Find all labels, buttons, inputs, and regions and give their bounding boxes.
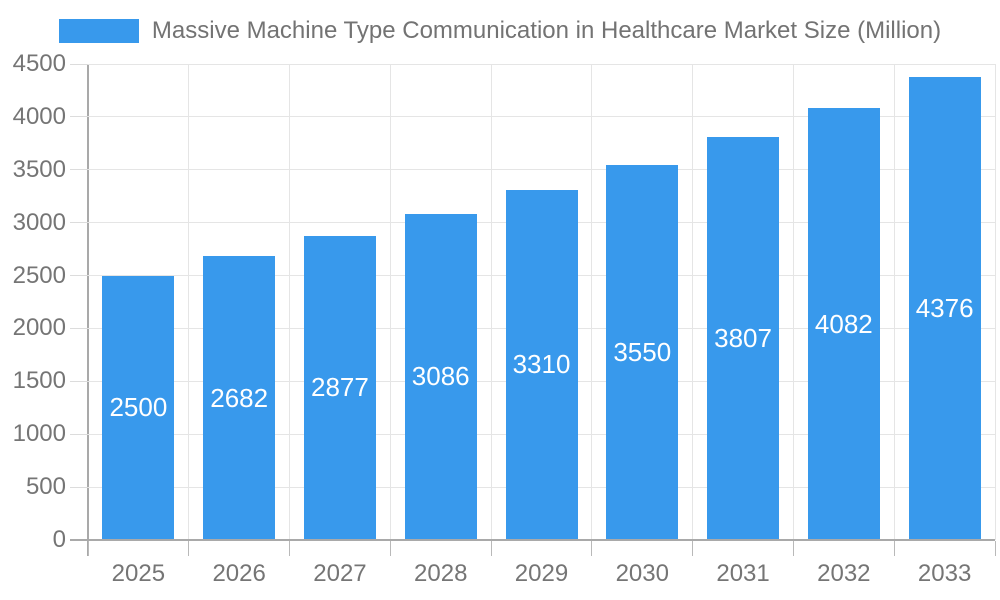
- v-gridline: [792, 64, 794, 540]
- bar-value-label: 2500: [109, 392, 168, 423]
- x-tick-mark: [87, 541, 89, 556]
- bar-2030[interactable]: 3550: [606, 164, 679, 540]
- bar-2032[interactable]: 4082: [807, 108, 880, 540]
- y-axis-tick-label: 2000: [12, 314, 66, 342]
- x-tick-mark: [792, 541, 794, 556]
- x-axis-tick-label: 2028: [414, 560, 468, 587]
- v-gridline: [490, 64, 492, 540]
- h-gridline: [88, 169, 995, 171]
- bar-value-label: 4376: [915, 293, 974, 324]
- bar-value-label: 3086: [411, 361, 470, 392]
- x-tick-mark: [994, 541, 996, 556]
- y-axis-tick-label: 3000: [12, 208, 66, 236]
- x-tick-mark: [591, 541, 593, 556]
- x-axis-tick-label: 2025: [111, 560, 166, 587]
- bar-2026[interactable]: 2682: [203, 256, 276, 540]
- y-axis-tick-label: 3500: [12, 155, 66, 183]
- v-gridline: [188, 64, 190, 540]
- y-tick-mark: [70, 222, 88, 224]
- y-axis-tick-label: 1500: [12, 367, 66, 395]
- bar-value-label: 3807: [714, 323, 772, 354]
- y-tick-mark: [70, 486, 88, 488]
- y-axis-tick-label: 1000: [12, 420, 66, 448]
- x-tick-mark: [893, 541, 895, 556]
- bar-value-label: 3550: [613, 336, 672, 367]
- x-axis-tick-label: 2027: [313, 560, 367, 587]
- bar-2028[interactable]: 3086: [404, 213, 477, 540]
- y-tick-mark: [70, 116, 88, 118]
- y-axis-tick-label: 0: [52, 526, 66, 553]
- bar-value-label: 2877: [311, 372, 369, 403]
- x-axis-tick-label: 2026: [212, 560, 266, 587]
- bar-2031[interactable]: 3807: [707, 137, 780, 540]
- x-tick-mark: [289, 541, 291, 556]
- h-gridline: [88, 63, 995, 65]
- y-tick-mark: [70, 327, 88, 329]
- chart-legend: Massive Machine Type Communication in He…: [0, 15, 1000, 47]
- bar-value-label: 4082: [814, 308, 873, 339]
- x-tick-mark: [490, 541, 492, 556]
- v-gridline: [389, 64, 391, 540]
- y-axis-tick-label: 4500: [12, 50, 66, 77]
- v-gridline: [994, 64, 996, 540]
- y-tick-mark: [70, 275, 88, 277]
- x-tick-mark: [389, 541, 391, 556]
- bar-2027[interactable]: 2877: [303, 235, 376, 540]
- bar-2033[interactable]: 4376: [908, 77, 981, 540]
- legend-label: Massive Machine Type Communication in He…: [151, 17, 942, 44]
- y-tick-mark: [70, 433, 88, 435]
- bar-value-label: 3310: [512, 349, 571, 380]
- y-axis-tick-label: 500: [25, 473, 66, 501]
- v-gridline: [893, 64, 895, 540]
- y-axis-tick-label: 2500: [12, 261, 66, 289]
- x-axis-tick-label: 2033: [917, 560, 972, 587]
- v-gridline: [289, 64, 291, 540]
- v-gridline: [692, 64, 694, 540]
- x-axis-tick-label: 2032: [817, 560, 871, 587]
- x-axis-tick-label: 2031: [716, 560, 770, 587]
- bar-2025[interactable]: 2500: [102, 275, 175, 540]
- y-tick-mark: [70, 380, 88, 382]
- x-axis-tick-label: 2030: [615, 560, 669, 587]
- v-gridline: [591, 64, 593, 540]
- y-axis-tick-label: 4000: [12, 102, 66, 130]
- h-gridline: [88, 116, 995, 118]
- legend-swatch-icon: [58, 19, 139, 43]
- x-tick-mark: [188, 541, 190, 556]
- x-axis-line: [70, 539, 995, 541]
- y-tick-mark: [70, 169, 88, 171]
- x-tick-mark: [692, 541, 694, 556]
- bar-2029[interactable]: 3310: [505, 189, 578, 540]
- plot-area: 2500 2682 2877 3086 3310 3550 3807 4082 4376: [88, 63, 996, 540]
- y-axis-line: [87, 64, 89, 556]
- y-tick-mark: [70, 63, 88, 65]
- x-axis-tick-label: 2029: [514, 560, 569, 587]
- bar-value-label: 2682: [210, 382, 269, 413]
- legend-item[interactable]: Massive Machine Type Communication in He…: [58, 17, 942, 45]
